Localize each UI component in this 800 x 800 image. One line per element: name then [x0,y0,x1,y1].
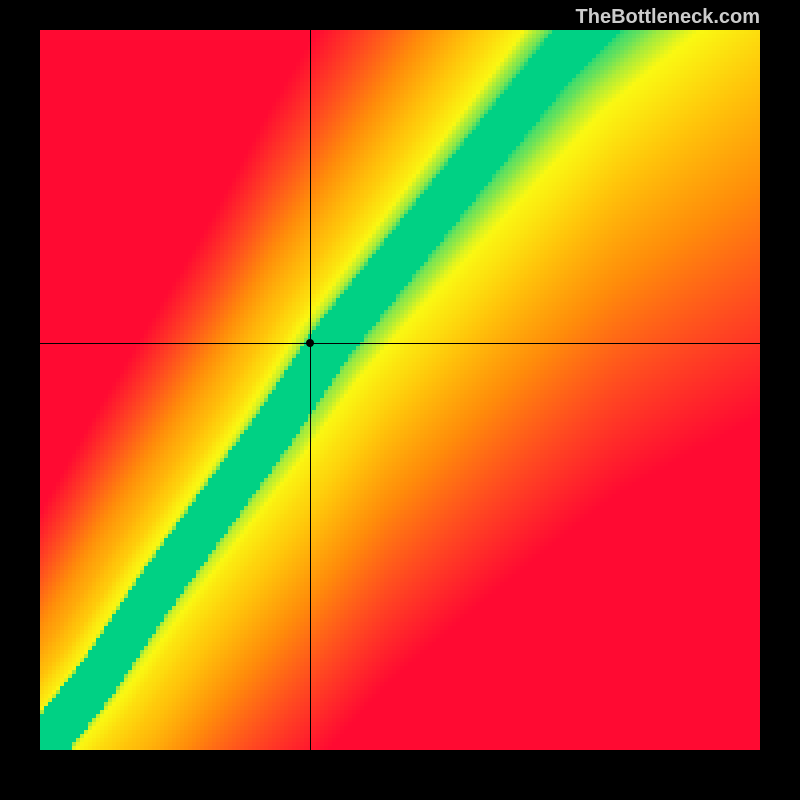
crosshair-horizontal-line [40,343,760,344]
bottleneck-heatmap-plot [40,30,760,750]
watermark-text: TheBottleneck.com [576,6,760,29]
crosshair-vertical-line [310,30,311,750]
crosshair-point-marker [306,339,314,347]
heatmap-canvas [40,30,760,750]
